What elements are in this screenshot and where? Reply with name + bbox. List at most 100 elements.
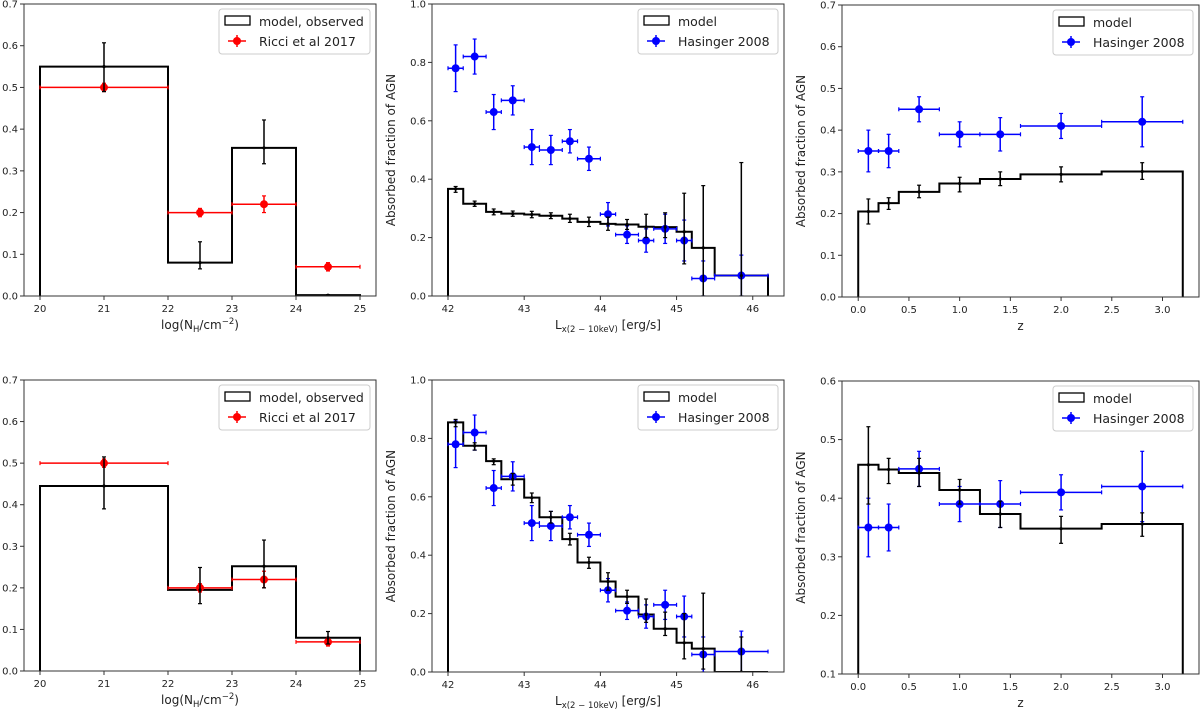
y-tick-label: 0.5: [820, 84, 836, 95]
axes-frame: [23, 379, 377, 672]
x-tick-label: 21: [98, 304, 111, 315]
model-errorbar: [625, 218, 630, 231]
x-axis-label-part: x(2 − 10keV): [562, 325, 618, 335]
model-marker: [887, 201, 891, 205]
x-tick-label: 24: [290, 304, 303, 315]
model-errorbar: [866, 198, 871, 225]
x-axis-label: Lx(2 − 10keV) [erg/s]: [555, 694, 661, 710]
model-errorbar: [866, 426, 871, 505]
obs-point: [523, 504, 541, 542]
y-tick-label: 0.8: [410, 434, 426, 445]
model-errorbar: [663, 611, 668, 637]
obs-marker: [565, 137, 574, 146]
obs-point: [485, 93, 502, 131]
x-axis-label-part: x(2 − 10keV): [562, 701, 618, 710]
legend-model-swatch: [224, 391, 251, 402]
model-marker: [454, 420, 458, 424]
obs-point: [979, 117, 1022, 152]
y-tick-label: 0.4: [820, 126, 836, 137]
y-tick-label: 0.0: [2, 292, 18, 303]
model-marker: [701, 246, 705, 250]
obs-marker: [451, 440, 460, 449]
model-errorbar: [453, 418, 458, 428]
y-tick-label: 1.0: [410, 376, 426, 387]
model-marker: [625, 595, 629, 599]
x-axis-label-part: ): [234, 318, 239, 332]
model-marker: [587, 220, 591, 224]
legend-label-model: model, observed: [259, 14, 364, 29]
y-tick-label: 0.2: [820, 209, 836, 220]
obs-marker: [1057, 121, 1066, 130]
plot-area: [857, 426, 1184, 674]
legend-frame: [218, 8, 371, 55]
panel-lx-bottom: 42 43 44 45 46 0.0 0.2 0.4 0.6 0.8 1.0 Lx(2 − 10keV…: [384, 376, 785, 710]
legend-model-swatch: [224, 15, 251, 26]
x-tick-label: 0.5: [901, 682, 917, 693]
legend-label-obs: Ricci et al 2017: [259, 34, 356, 49]
model-errorbar: [644, 598, 649, 623]
legend: model Hasinger 2008: [1052, 9, 1194, 56]
x-axis-label: z: [1017, 319, 1023, 333]
plot-area: [857, 96, 1184, 297]
obs-point: [561, 504, 579, 530]
y-tick-label: 0.3: [2, 166, 18, 177]
model-errorbar: [682, 192, 687, 265]
obs-marker: [584, 154, 593, 163]
y-tick-label: 0.4: [820, 494, 836, 505]
model-errorbar: [453, 185, 458, 193]
obs-marker: [470, 52, 479, 61]
obs-marker: [915, 105, 924, 114]
model-marker: [326, 293, 330, 296]
obs-marker: [546, 146, 555, 154]
obs-point: [561, 128, 579, 154]
obs-marker: [955, 130, 964, 139]
obs-marker: [584, 530, 593, 539]
legend: model Hasinger 2008: [1052, 385, 1194, 432]
obs-marker: [884, 147, 893, 155]
legend: model, observed Ricci et al 2017: [218, 384, 371, 431]
legend-frame: [637, 8, 779, 55]
y-axis-label: Absorbed fraction of AGN: [794, 451, 808, 603]
model-marker: [326, 636, 330, 640]
y-tick-label: 0.6: [2, 417, 18, 428]
x-tick-label: 45: [670, 304, 683, 315]
x-tick-label: 2.5: [1104, 682, 1120, 693]
y-tick-label: 0.1: [2, 625, 18, 636]
obs-point: [1019, 112, 1103, 140]
y-tick-label: 0.0: [2, 667, 18, 678]
model-errorbar: [644, 213, 649, 239]
model-marker: [866, 209, 870, 214]
x-axis-label: log(NH/cm−2): [161, 317, 239, 335]
legend-model-swatch: [1058, 392, 1085, 403]
x-tick-label: 3.0: [1155, 682, 1171, 693]
y-tick-label: 0.2: [410, 233, 426, 244]
model-errorbar: [663, 212, 668, 239]
model-errorbar: [917, 457, 922, 488]
model-errorbar: [198, 241, 202, 270]
model-marker: [530, 496, 534, 500]
x-axis-label-part: L: [555, 694, 562, 708]
obs-point: [1101, 450, 1184, 523]
x-tick-label: 20: [34, 679, 47, 690]
model-errorbar: [586, 556, 591, 569]
legend: model Hasinger 2008: [637, 8, 779, 55]
legend-label-obs: Hasinger 2008: [1093, 35, 1185, 50]
legend-label-model: model: [678, 390, 717, 405]
y-tick-label: 1.0: [410, 0, 426, 11]
model-marker: [454, 187, 458, 191]
obs-marker: [1057, 488, 1066, 497]
obs-point: [295, 262, 361, 272]
model-marker: [549, 214, 553, 218]
panel-nh-top: 20 21 22 23 24 25 0.0 0.1 0.2 0.3 0.4 0.5 0.6 0.7 log(…: [2, 0, 377, 335]
model-errorbar: [102, 42, 106, 93]
x-tick-label: 1.0: [952, 305, 968, 316]
obs-point: [877, 503, 900, 552]
legend-label-model: model: [1093, 15, 1132, 30]
y-tick-label: 0.0: [410, 292, 426, 303]
y-tick-label: 0.5: [2, 459, 18, 470]
model-marker: [917, 471, 921, 475]
x-tick-label: 1.0: [952, 682, 968, 693]
y-tick-label: 0.7: [2, 376, 18, 387]
panel-z-top: 0.0 0.5 1.0 1.5 2.0 2.5 3.0 0.0 0.1 0.2 0.3 0.4 0.5 0…: [794, 1, 1200, 333]
model-errorbar: [548, 212, 553, 220]
